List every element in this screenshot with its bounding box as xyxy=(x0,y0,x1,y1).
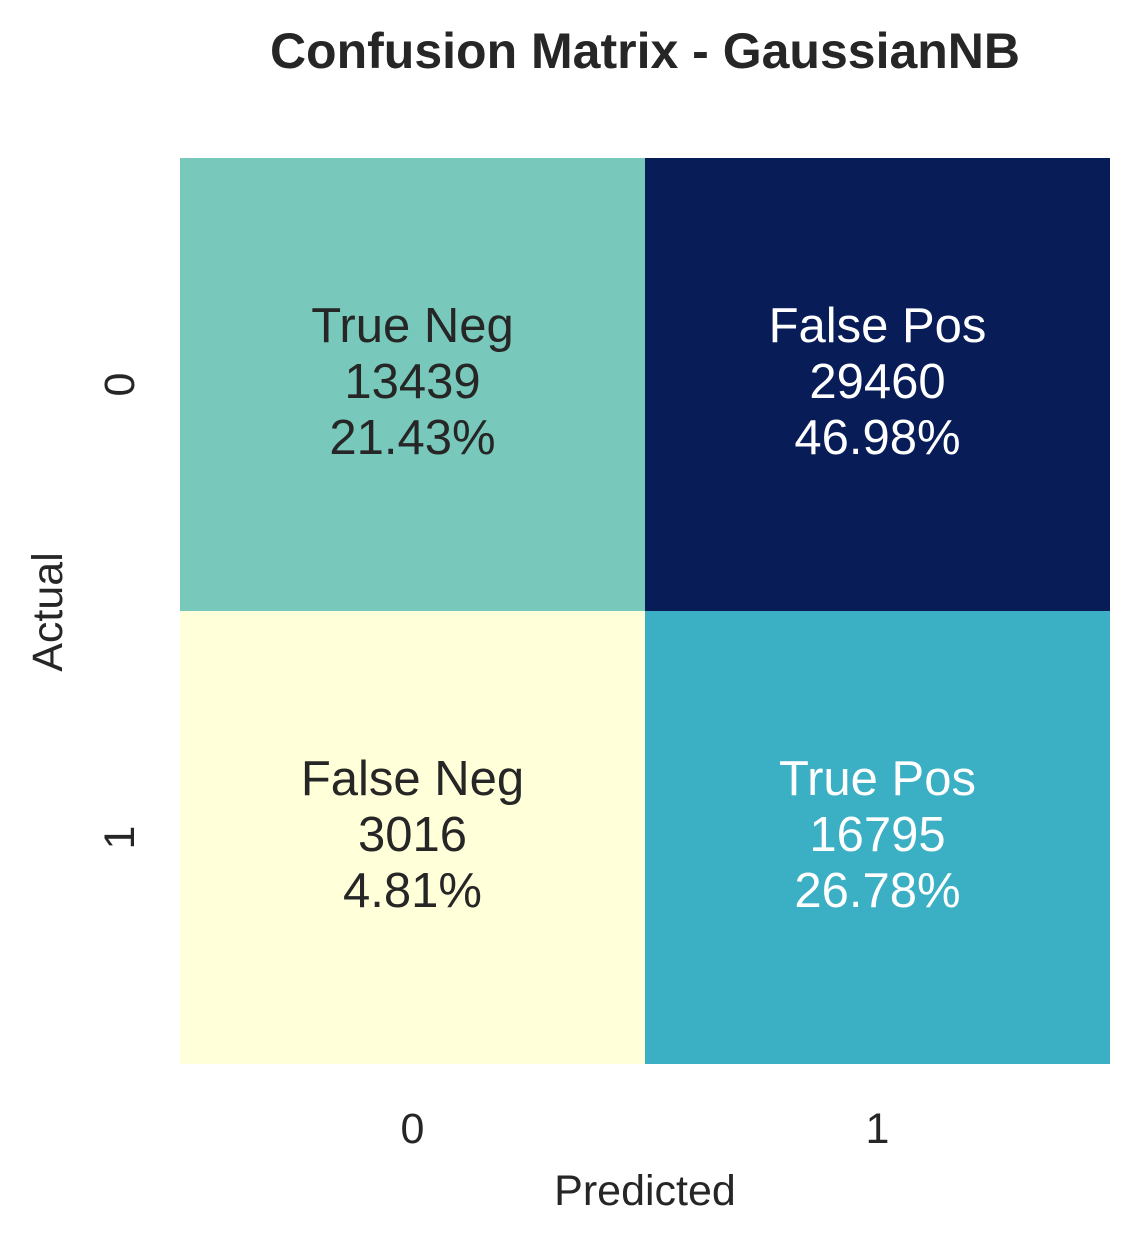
heatmap-cell-rect xyxy=(645,158,1110,611)
axis-ticks: 0 1 0 1 xyxy=(96,373,889,1153)
y-tick-label: 1 xyxy=(96,826,144,850)
cell-percent: 26.78% xyxy=(794,864,960,918)
cell-label: True Pos xyxy=(779,752,976,806)
y-tick-label: 0 xyxy=(96,373,144,397)
cell-label: True Neg xyxy=(311,299,513,353)
cell-percent: 21.43% xyxy=(329,411,495,465)
cell-percent: 46.98% xyxy=(794,411,960,465)
heatmap-cell-rect xyxy=(645,611,1110,1064)
cell-count: 29460 xyxy=(809,355,945,409)
cell-count: 16795 xyxy=(809,808,945,862)
chart-title: Confusion Matrix - GaussianNB xyxy=(270,23,1020,79)
x-axis-label: Predicted xyxy=(554,1167,736,1215)
cell-label: False Neg xyxy=(301,752,524,806)
cell-count: 3016 xyxy=(358,808,467,862)
cell-count: 13439 xyxy=(344,355,480,409)
heatmap-cell-rect xyxy=(180,611,645,1064)
heatmap-cell-rect xyxy=(180,158,645,611)
cell-percent: 4.81% xyxy=(343,864,482,918)
cell-label: False Pos xyxy=(769,299,987,353)
y-axis-label: Actual xyxy=(24,552,72,672)
x-tick-label: 1 xyxy=(866,1105,890,1153)
x-tick-label: 0 xyxy=(401,1105,425,1153)
